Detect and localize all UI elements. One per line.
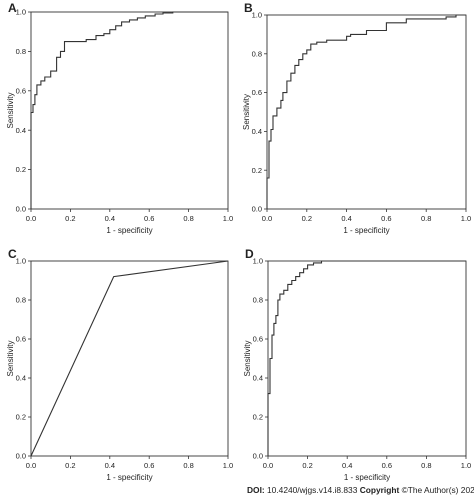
y-tick-label: 1.0 bbox=[252, 11, 262, 20]
y-tick-label: 0.2 bbox=[16, 165, 26, 174]
panel-b: B 0.0 0.2 0.4 0.6 0.8 1.0 0.0 0.2 0.4 0.6 0.8 1.0 1 -… bbox=[242, 1, 471, 235]
y-tick-label: 0.6 bbox=[16, 86, 26, 95]
x-tick-label: 0.8 bbox=[421, 214, 431, 223]
panel-d: D 0.0 0.2 0.4 0.6 0.8 1.0 0.0 0.2 0.4 0.6 0.8 1.0 1 -… bbox=[243, 247, 471, 482]
x-axis-label: 1 - specificity bbox=[343, 226, 389, 235]
y-tick-label: 0.2 bbox=[252, 166, 262, 175]
x-tick-label: 0.8 bbox=[183, 461, 193, 470]
x-axis-label: 1 - specificity bbox=[106, 473, 152, 482]
y-tick-label: 0.8 bbox=[252, 49, 262, 58]
y-tick-label: 0.6 bbox=[253, 335, 263, 344]
x-tick-label: 0.2 bbox=[302, 461, 312, 470]
x-tick-label: 0.8 bbox=[183, 214, 193, 223]
roc-curve-series-1 bbox=[30, 11, 228, 209]
y-axis-label: Sensitivity bbox=[6, 92, 15, 128]
panel-c: C 0.0 0.2 0.4 0.6 0.8 1.0 0.0 0.2 0.4 0.6 0.8 1.0 1 -… bbox=[6, 247, 233, 482]
y-tick-label: 0.0 bbox=[252, 205, 262, 214]
plot-frame bbox=[266, 14, 467, 210]
copyright-text: ©The Author(s) 2022. bbox=[401, 485, 474, 495]
x-tick-label: 0.2 bbox=[65, 214, 75, 223]
doi-label: DOI: bbox=[247, 485, 265, 495]
x-tick-label: 1.0 bbox=[461, 461, 471, 470]
roc-curve-series-1 bbox=[266, 14, 466, 209]
x-tick-label: 0.2 bbox=[302, 214, 312, 223]
copyright-label: Copyright bbox=[359, 485, 400, 495]
x-tick-label: 0.4 bbox=[341, 214, 351, 223]
plot-frame bbox=[30, 11, 229, 210]
y-tick-label: 1.0 bbox=[16, 8, 26, 17]
y-tick-label: 0.8 bbox=[16, 47, 26, 56]
y-tick-label: 0.4 bbox=[16, 374, 26, 383]
plot-frame bbox=[30, 260, 229, 457]
y-tick-label: 0.0 bbox=[16, 452, 26, 461]
panel-label: A bbox=[8, 1, 17, 15]
y-tick-label: 0.2 bbox=[253, 413, 263, 422]
x-tick-label: 0.4 bbox=[105, 461, 115, 470]
panel-a: A 0.0 0.2 0.4 0.6 0.8 1.0 0.0 0.2 0.4 0.6 0.8 1.0 1 -… bbox=[6, 1, 233, 235]
y-tick-label: 0.4 bbox=[16, 126, 26, 135]
x-tick-label: 0.2 bbox=[65, 461, 75, 470]
y-axis-label: Sensitivity bbox=[242, 94, 251, 130]
y-tick-label: 0.8 bbox=[16, 296, 26, 305]
x-tick-label: 1.0 bbox=[223, 214, 233, 223]
y-tick-label: 0.8 bbox=[253, 296, 263, 305]
y-tick-label: 0.2 bbox=[16, 413, 26, 422]
x-tick-label: 1.0 bbox=[223, 461, 233, 470]
x-tick-label: 0.4 bbox=[342, 461, 352, 470]
panel-label: C bbox=[8, 247, 17, 261]
doi-value: 10.4240/wjgs.v14.i8.833 bbox=[267, 485, 358, 495]
y-axis-label: Sensitivity bbox=[6, 340, 15, 376]
x-axis-label: 1 - specificity bbox=[106, 226, 152, 235]
roc-curve-series-1 bbox=[267, 260, 466, 456]
y-tick-label: 0.4 bbox=[253, 374, 263, 383]
x-tick-label: 0.0 bbox=[262, 214, 272, 223]
x-tick-label: 0.6 bbox=[382, 461, 392, 470]
roc-curve-series-1 bbox=[30, 260, 229, 457]
figure-footer: DOI: 10.4240/wjgs.v14.i8.833 Copyright ©… bbox=[247, 485, 474, 495]
x-tick-label: 0.4 bbox=[105, 214, 115, 223]
x-tick-label: 1.0 bbox=[461, 214, 471, 223]
y-tick-label: 1.0 bbox=[16, 257, 26, 266]
x-tick-label: 0.6 bbox=[144, 461, 154, 470]
y-axis-label: Sensitivity bbox=[243, 340, 252, 376]
x-tick-label: 0.0 bbox=[26, 214, 36, 223]
panel-label: D bbox=[245, 247, 254, 261]
y-tick-label: 0.0 bbox=[253, 452, 263, 461]
x-tick-label: 0.0 bbox=[26, 461, 36, 470]
plot-frame bbox=[267, 260, 467, 457]
panel-label: B bbox=[244, 1, 253, 15]
x-tick-label: 0.0 bbox=[263, 461, 273, 470]
y-tick-label: 1.0 bbox=[253, 257, 263, 266]
x-tick-label: 0.6 bbox=[144, 214, 154, 223]
y-tick-label: 0.4 bbox=[252, 127, 262, 136]
x-tick-label: 0.8 bbox=[421, 461, 431, 470]
x-tick-label: 0.6 bbox=[381, 214, 391, 223]
y-tick-label: 0.0 bbox=[16, 205, 26, 214]
y-tick-label: 0.6 bbox=[16, 335, 26, 344]
x-axis-label: 1 - specificity bbox=[344, 473, 390, 482]
y-tick-label: 0.6 bbox=[252, 88, 262, 97]
